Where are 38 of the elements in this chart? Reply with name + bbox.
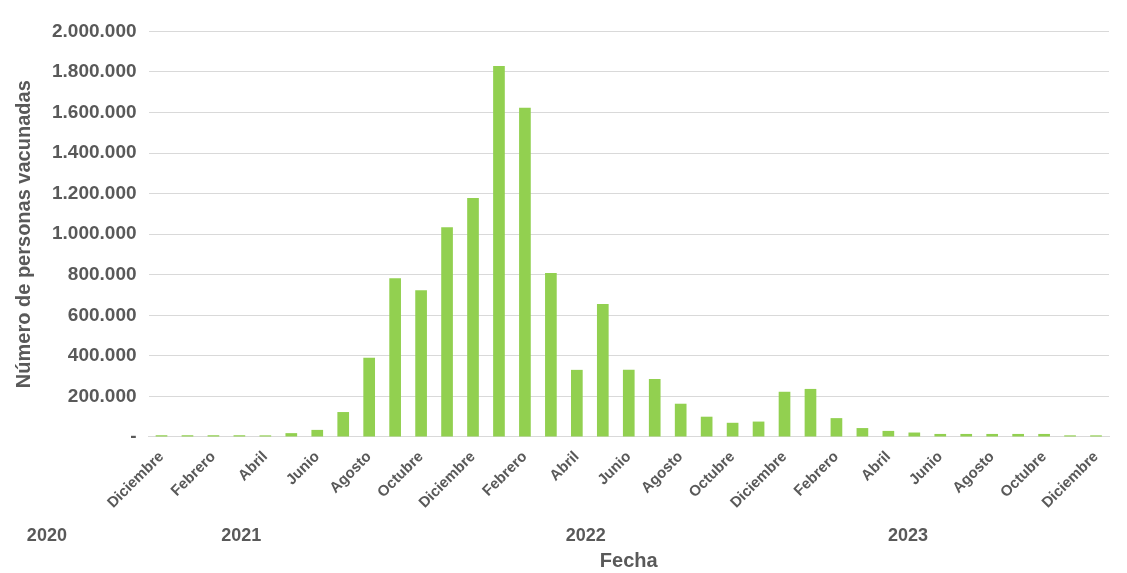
y-tick-label: 2.000.000 bbox=[51, 19, 137, 41]
bar bbox=[519, 107, 531, 437]
y-tick-label: 1.400.000 bbox=[51, 141, 137, 163]
y-axis-title: Número de personas vacunadas bbox=[11, 80, 34, 389]
y-tick-label: 200.000 bbox=[67, 384, 137, 406]
bar bbox=[441, 227, 453, 437]
bar bbox=[545, 272, 557, 437]
y-tick-label: 1.800.000 bbox=[51, 60, 137, 82]
x-axis-title: Fecha bbox=[599, 549, 659, 571]
y-tick-label: 1.600.000 bbox=[51, 100, 137, 122]
y-tick-label: 1.200.000 bbox=[51, 181, 137, 203]
bar bbox=[674, 403, 687, 437]
bar bbox=[337, 412, 350, 437]
bar bbox=[467, 198, 479, 437]
bar bbox=[622, 369, 635, 437]
bar bbox=[389, 278, 401, 437]
bar bbox=[415, 290, 427, 437]
bar bbox=[571, 369, 583, 437]
bar bbox=[493, 66, 505, 437]
bar bbox=[363, 357, 376, 437]
bar bbox=[700, 416, 713, 437]
y-tick-label: 400.000 bbox=[67, 344, 137, 366]
bar bbox=[778, 391, 791, 437]
y-tick-label: 800.000 bbox=[67, 262, 137, 284]
bar bbox=[311, 429, 324, 437]
text: 2020 bbox=[26, 525, 67, 545]
bar bbox=[648, 378, 661, 437]
y-tick-label: 600.000 bbox=[67, 303, 137, 325]
bar bbox=[856, 428, 869, 437]
bar bbox=[596, 303, 609, 437]
bar bbox=[285, 433, 298, 437]
y-tick-label: 1.000.000 bbox=[51, 222, 137, 244]
text: 2023 bbox=[887, 525, 928, 545]
text: 2022 bbox=[565, 525, 606, 545]
y-tick-label: - bbox=[130, 425, 137, 447]
text: 2021 bbox=[221, 525, 262, 545]
bar bbox=[804, 388, 817, 437]
bar bbox=[830, 418, 843, 437]
